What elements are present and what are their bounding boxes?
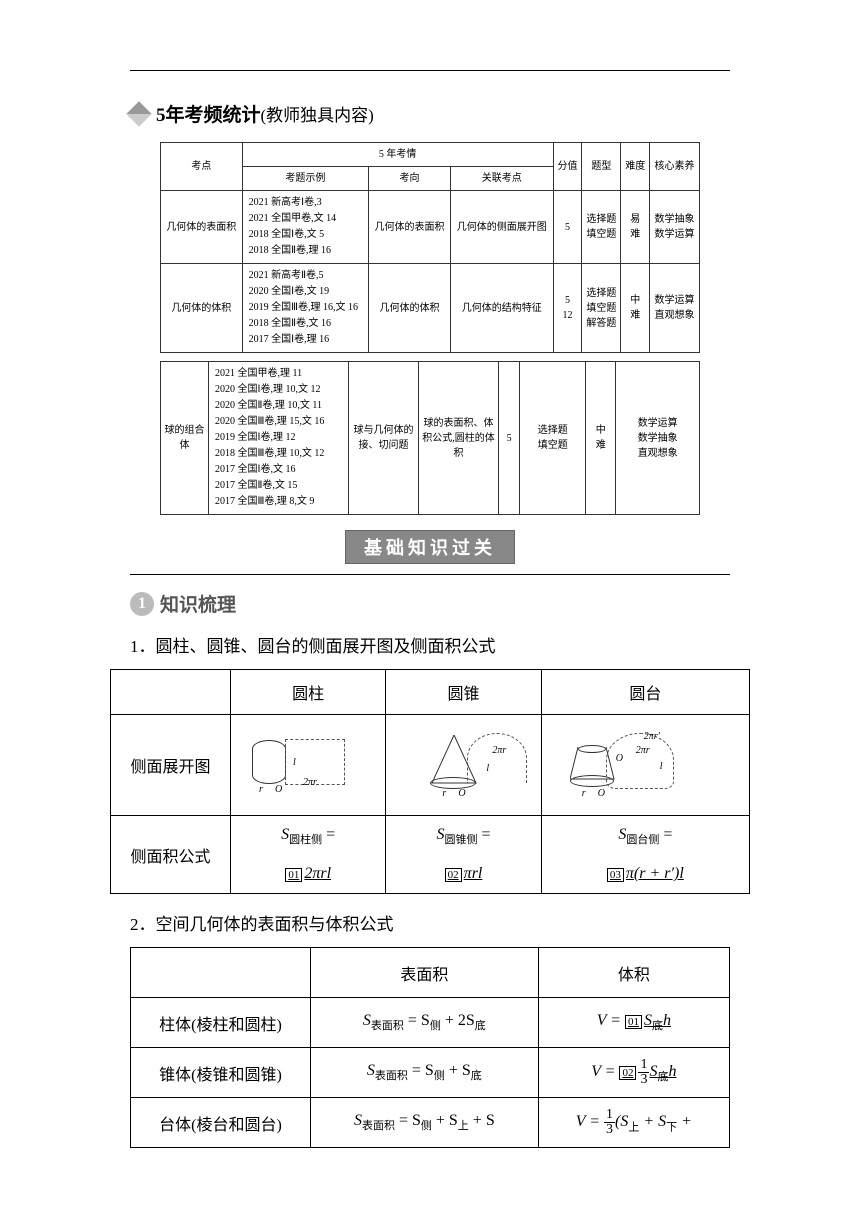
- table-row: 几何体的表面积 2021 新高考Ⅰ卷,3 2021 全国甲卷,文 14 2018…: [161, 191, 700, 264]
- volume-formula: V = 0213S底h: [538, 1048, 729, 1098]
- cell-suyang: 数学运算 直观想象: [650, 264, 700, 353]
- top-rule: [130, 70, 730, 71]
- knowledge-title: 知识梳理: [160, 590, 236, 617]
- cell-suyang: 数学抽象 数学运算: [650, 191, 700, 264]
- empty-cell: [111, 670, 231, 715]
- table-row: 台体(棱台和圆台) S表面积 = S侧 + S上 + S V = 13(S上 +…: [131, 1098, 730, 1148]
- volume-formula: V = 13(S上 + S下 +: [538, 1098, 729, 1148]
- hdr-nandu: 难度: [621, 143, 650, 191]
- row-label: 锥体(棱锥和圆锥): [131, 1048, 311, 1098]
- sec-title-sub: (教师独具内容): [261, 101, 374, 126]
- cylinder-diagram: l 2πr r O: [231, 715, 386, 816]
- cell-kaoxiang: 几何体的表面积: [369, 191, 451, 264]
- hdr-kaoxiang: 考向: [369, 167, 451, 191]
- cell-guanlian: 几何体的结构特征: [450, 264, 553, 353]
- hdr-fenzhi: 分值: [553, 143, 582, 191]
- hdr-volume: 体积: [538, 948, 729, 998]
- hdr-guanlian: 关联考点: [450, 167, 553, 191]
- cell-kaoxiang: 球与几何体的接、切问题: [349, 362, 419, 515]
- cell-fenzhi: 5: [499, 362, 520, 515]
- cell-guanlian: 球的表面积、体积公式,圆柱的体积: [419, 362, 499, 515]
- hdr-cyl: 圆柱: [231, 670, 386, 715]
- table-row: 球的组合体 2021 全国甲卷,理 11 2020 全国Ⅰ卷,理 10,文 12…: [161, 362, 700, 515]
- cell-nandu: 易 难: [621, 191, 650, 264]
- cell-shili: 2021 全国甲卷,理 11 2020 全国Ⅰ卷,理 10,文 12 2020 …: [209, 362, 349, 515]
- item-1: 1．圆柱、圆锥、圆台的侧面展开图及侧面积公式: [130, 632, 810, 657]
- row-label-formula: 侧面积公式: [111, 816, 231, 894]
- hdr-shili: 考题示例: [242, 167, 369, 191]
- cone-diagram: 2πr l r O: [386, 715, 541, 816]
- hdr-nianqing: 5 年考情: [242, 143, 553, 167]
- cell-tixing: 选择题 填空题: [520, 362, 586, 515]
- num-circle-icon: 1: [130, 592, 154, 616]
- table-row: 几何体的体积 2021 新高考Ⅱ卷,5 2020 全国Ⅰ卷,文 19 2019 …: [161, 264, 700, 353]
- banner-rule: [130, 574, 730, 575]
- surface-formula: S表面积 = S侧 + 2S底: [311, 998, 539, 1048]
- table-row: 柱体(棱柱和圆柱) S表面积 = S侧 + 2S底 V = 01S底h: [131, 998, 730, 1048]
- cell-kaodian: 几何体的表面积: [161, 191, 243, 264]
- knowledge-head: 1 知识梳理: [130, 590, 810, 617]
- banner: 基础知识过关: [50, 530, 810, 564]
- row-label: 柱体(棱柱和圆柱): [131, 998, 311, 1048]
- hdr-frus: 圆台: [541, 670, 749, 715]
- surface-formula: S表面积 = S侧 + S上 + S: [311, 1098, 539, 1148]
- cell-kaodian: 几何体的体积: [161, 264, 243, 353]
- cell-fenzhi: 5 12: [553, 264, 582, 353]
- sec-title-main: 5年考频统计: [156, 100, 261, 127]
- row-label-unfold: 侧面展开图: [111, 715, 231, 816]
- hdr-cone: 圆锥: [386, 670, 541, 715]
- banner-label: 基础知识过关: [345, 530, 515, 564]
- cell-suyang: 数学运算 数学抽象 直观想象: [616, 362, 700, 515]
- freq-table-1-wrap: 考点 5 年考情 分值 题型 难度 核心素养 考题示例 考向 关联考点 几何体的…: [160, 142, 700, 515]
- cell-guanlian: 几何体的侧面展开图: [450, 191, 553, 264]
- cell-kaodian: 球的组合体: [161, 362, 209, 515]
- freq-table-1: 考点 5 年考情 分值 题型 难度 核心素养 考题示例 考向 关联考点 几何体的…: [160, 142, 700, 353]
- cylinder-formula: S圆柱侧 = 012πrl: [231, 816, 386, 894]
- row-label: 台体(棱台和圆台): [131, 1098, 311, 1148]
- hdr-surface: 表面积: [311, 948, 539, 998]
- cell-nandu: 中 难: [586, 362, 616, 515]
- cone-formula: S圆锥侧 = 02πrl: [386, 816, 541, 894]
- cell-shili: 2021 新高考Ⅱ卷,5 2020 全国Ⅰ卷,文 19 2019 全国Ⅲ卷,理 …: [242, 264, 369, 353]
- item-2: 2．空间几何体的表面积与体积公式: [130, 910, 810, 935]
- cell-fenzhi: 5: [553, 191, 582, 264]
- cell-shili: 2021 新高考Ⅰ卷,3 2021 全国甲卷,文 14 2018 全国Ⅰ卷,文 …: [242, 191, 369, 264]
- empty-cell: [131, 948, 311, 998]
- table-row: 锥体(棱锥和圆锥) S表面积 = S侧 + S底 V = 0213S底h: [131, 1048, 730, 1098]
- frustum-diagram: 2πr' 2πr l O r O: [541, 715, 749, 816]
- section-title: 5年考频统计 (教师独具内容): [130, 100, 810, 127]
- lateral-table: 圆柱 圆锥 圆台 侧面展开图 l 2πr r O 2πr l r O: [110, 669, 750, 894]
- cell-nandu: 中 难: [621, 264, 650, 353]
- hdr-suyang: 核心素养: [650, 143, 700, 191]
- hdr-tixing: 题型: [582, 143, 621, 191]
- diamond-icon: [126, 101, 151, 126]
- volume-formula: V = 01S底h: [538, 998, 729, 1048]
- freq-table-2: 球的组合体 2021 全国甲卷,理 11 2020 全国Ⅰ卷,理 10,文 12…: [160, 361, 700, 515]
- hdr-kaodian: 考点: [161, 143, 243, 191]
- volume-table: 表面积 体积 柱体(棱柱和圆柱) S表面积 = S侧 + 2S底 V = 01S…: [130, 947, 730, 1148]
- cell-tixing: 选择题 填空题 解答题: [582, 264, 621, 353]
- cell-tixing: 选择题 填空题: [582, 191, 621, 264]
- frustum-formula: S圆台侧 = 03π(r + r′)l: [541, 816, 749, 894]
- surface-formula: S表面积 = S侧 + S底: [311, 1048, 539, 1098]
- cell-kaoxiang: 几何体的体积: [369, 264, 451, 353]
